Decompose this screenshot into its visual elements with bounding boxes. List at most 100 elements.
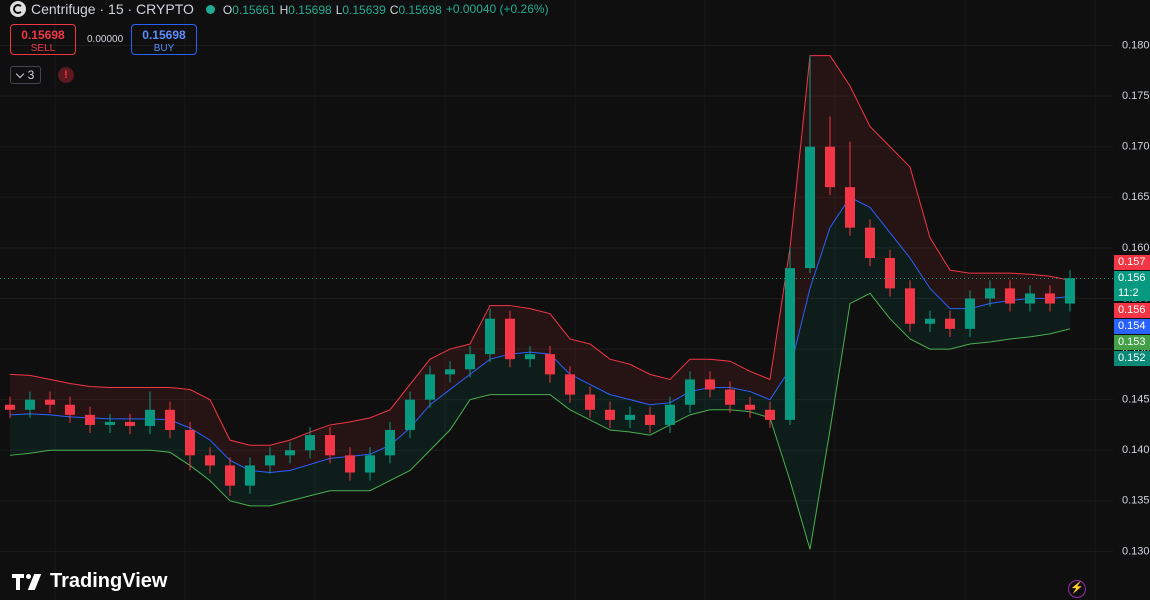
spread: 0.00000 [87, 34, 124, 45]
ohlc-value: 0.15661 [232, 3, 276, 17]
y-tick-label: 0.145 [1122, 394, 1150, 406]
sell-price: 0.15698 [21, 28, 65, 42]
buy-label: BUY [153, 43, 175, 54]
y-tick-label: 0.180 [1122, 39, 1150, 51]
candle-body [65, 404, 75, 415]
lightning-button[interactable]: ⚡ [1068, 580, 1086, 598]
y-tick-label: 0.175 [1122, 90, 1150, 102]
price-label: 0.152 [1114, 351, 1150, 366]
candle-body [1025, 293, 1035, 304]
buy-button[interactable]: 0.15698 BUY [131, 24, 197, 55]
candle-body [685, 379, 695, 405]
candle-body [125, 421, 135, 426]
price-label-text: 0.152 [1118, 352, 1146, 364]
price-label: 0.156 11:2 [1114, 271, 1150, 301]
candle-body [265, 455, 275, 466]
candle-body [185, 430, 195, 456]
lower-band-line [9, 292, 1071, 550]
ohlc-value: 0.15639 [342, 3, 386, 17]
sell-label: SELL [30, 43, 56, 54]
price-label-text: 0.154 [1118, 320, 1146, 332]
price-label: 0.154 [1114, 319, 1150, 334]
candle-body [805, 146, 815, 269]
candle-body [925, 318, 935, 324]
price-label: 0.156 [1114, 303, 1150, 318]
candle-body [45, 399, 55, 405]
brand-logo[interactable]: TradingView [12, 570, 167, 593]
ohlc: O0.15661 H0.15698 L0.15639 C0.15698 [223, 1, 446, 17]
indicator-count: 3 [27, 68, 35, 82]
candle-body [445, 369, 455, 375]
candle-body [305, 435, 315, 451]
candle-body [505, 318, 515, 360]
candle-body [905, 288, 915, 324]
candle-body [985, 288, 995, 299]
candle-body [85, 414, 95, 425]
candle-body [1005, 288, 1015, 304]
ohlc-key: L [335, 3, 343, 17]
change: +0.00040 (+0.26%) [445, 2, 549, 16]
ohlc-value: 0.15698 [398, 3, 442, 17]
candle-body [1045, 293, 1055, 304]
candle-body [725, 389, 735, 405]
warning-icon[interactable]: ! [58, 67, 74, 83]
candle-body [385, 430, 395, 456]
ohlc-key: O [222, 3, 233, 17]
ohlc-key: H [279, 3, 289, 17]
candle-body [205, 455, 215, 466]
indicators-toggle[interactable]: 3 [10, 66, 41, 84]
price-label-text: 0.156 [1118, 304, 1146, 316]
candle-body [1065, 278, 1075, 304]
y-tick-label: 0.165 [1122, 191, 1150, 203]
candle-body [405, 399, 415, 431]
candle-body [245, 465, 255, 486]
candle-body [545, 354, 555, 375]
candle-body [425, 374, 435, 400]
price-label: 0.153 [1114, 335, 1150, 350]
candle-body [525, 354, 535, 360]
lower-band-fill [10, 197, 1070, 550]
candle-body [5, 404, 15, 410]
candle-body [585, 394, 595, 410]
candle-body [665, 404, 675, 425]
candle-body [225, 465, 235, 486]
candle-body [765, 409, 775, 420]
price-label-text: 0.156 [1118, 272, 1146, 284]
candle-body [325, 435, 335, 456]
candle-body [365, 455, 375, 473]
y-tick-label: 0.130 [1122, 545, 1150, 557]
candle-body [165, 409, 175, 431]
candle-body [845, 187, 855, 228]
candle-body [865, 227, 875, 259]
y-tick-label: 0.140 [1122, 444, 1150, 456]
chevron [15, 69, 24, 78]
buy-price: 0.15698 [142, 28, 186, 42]
logo-mark [12, 573, 44, 590]
candle-body [705, 379, 715, 390]
candle-body [285, 450, 295, 456]
candle-body [785, 268, 795, 420]
y-tick-label: 0.160 [1122, 242, 1150, 254]
candle-body [945, 318, 955, 329]
candle-body [485, 318, 495, 355]
price-label-text: 0.153 [1118, 336, 1146, 348]
candle-body [105, 421, 115, 425]
candle-body [565, 374, 575, 395]
upper-band-line [9, 55, 1071, 446]
ohlc-value: 0.15698 [288, 3, 332, 17]
price-label: 0.157 [1114, 255, 1150, 270]
ohlc-key: C [389, 3, 399, 17]
candle-body [645, 414, 655, 425]
candle-body [625, 414, 635, 420]
candle-body [25, 399, 35, 410]
brand-name: TradingView [50, 570, 168, 592]
candle-body [825, 146, 835, 188]
candle-body [145, 409, 155, 426]
sell-button[interactable]: 0.15698 SELL [10, 24, 76, 55]
countdown: 11:2 [1118, 287, 1139, 299]
price-label-text: 0.157 [1118, 256, 1146, 268]
candle-body [745, 404, 755, 410]
symbol-title[interactable]: Centrifuge · 15 · CRYPTO [31, 1, 194, 17]
